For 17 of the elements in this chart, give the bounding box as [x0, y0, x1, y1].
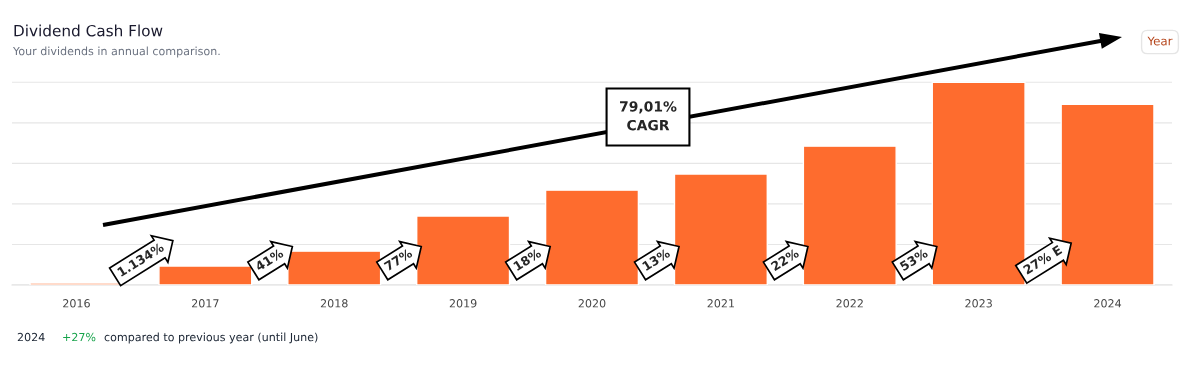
x-tick-label: 2020 — [578, 299, 606, 308]
text: compared to previous year (until June) — [104, 332, 318, 344]
x-tick-label: 2016 — [63, 299, 90, 308]
chart-subtitle: Your dividends in annual comparison. — [12, 46, 220, 58]
x-tick-label: 2024 — [1094, 299, 1122, 308]
x-tick-label: 2021 — [707, 299, 734, 308]
annotation: 41% — [254, 248, 285, 272]
text: +27% — [63, 332, 96, 342]
text: Year — [1147, 36, 1173, 46]
text: 2024 — [17, 332, 45, 342]
x-tick-label: 2017 — [192, 299, 219, 308]
x-tick-label: 2022 — [836, 299, 863, 308]
x-tick-label: 2018 — [320, 299, 348, 308]
x-tick-label: 2019 — [449, 299, 477, 308]
x-tick-label: 2023 — [965, 299, 992, 308]
chart-title: Dividend Cash Flow — [14, 24, 163, 37]
annotation: 79,01% CAGR — [620, 101, 677, 131]
